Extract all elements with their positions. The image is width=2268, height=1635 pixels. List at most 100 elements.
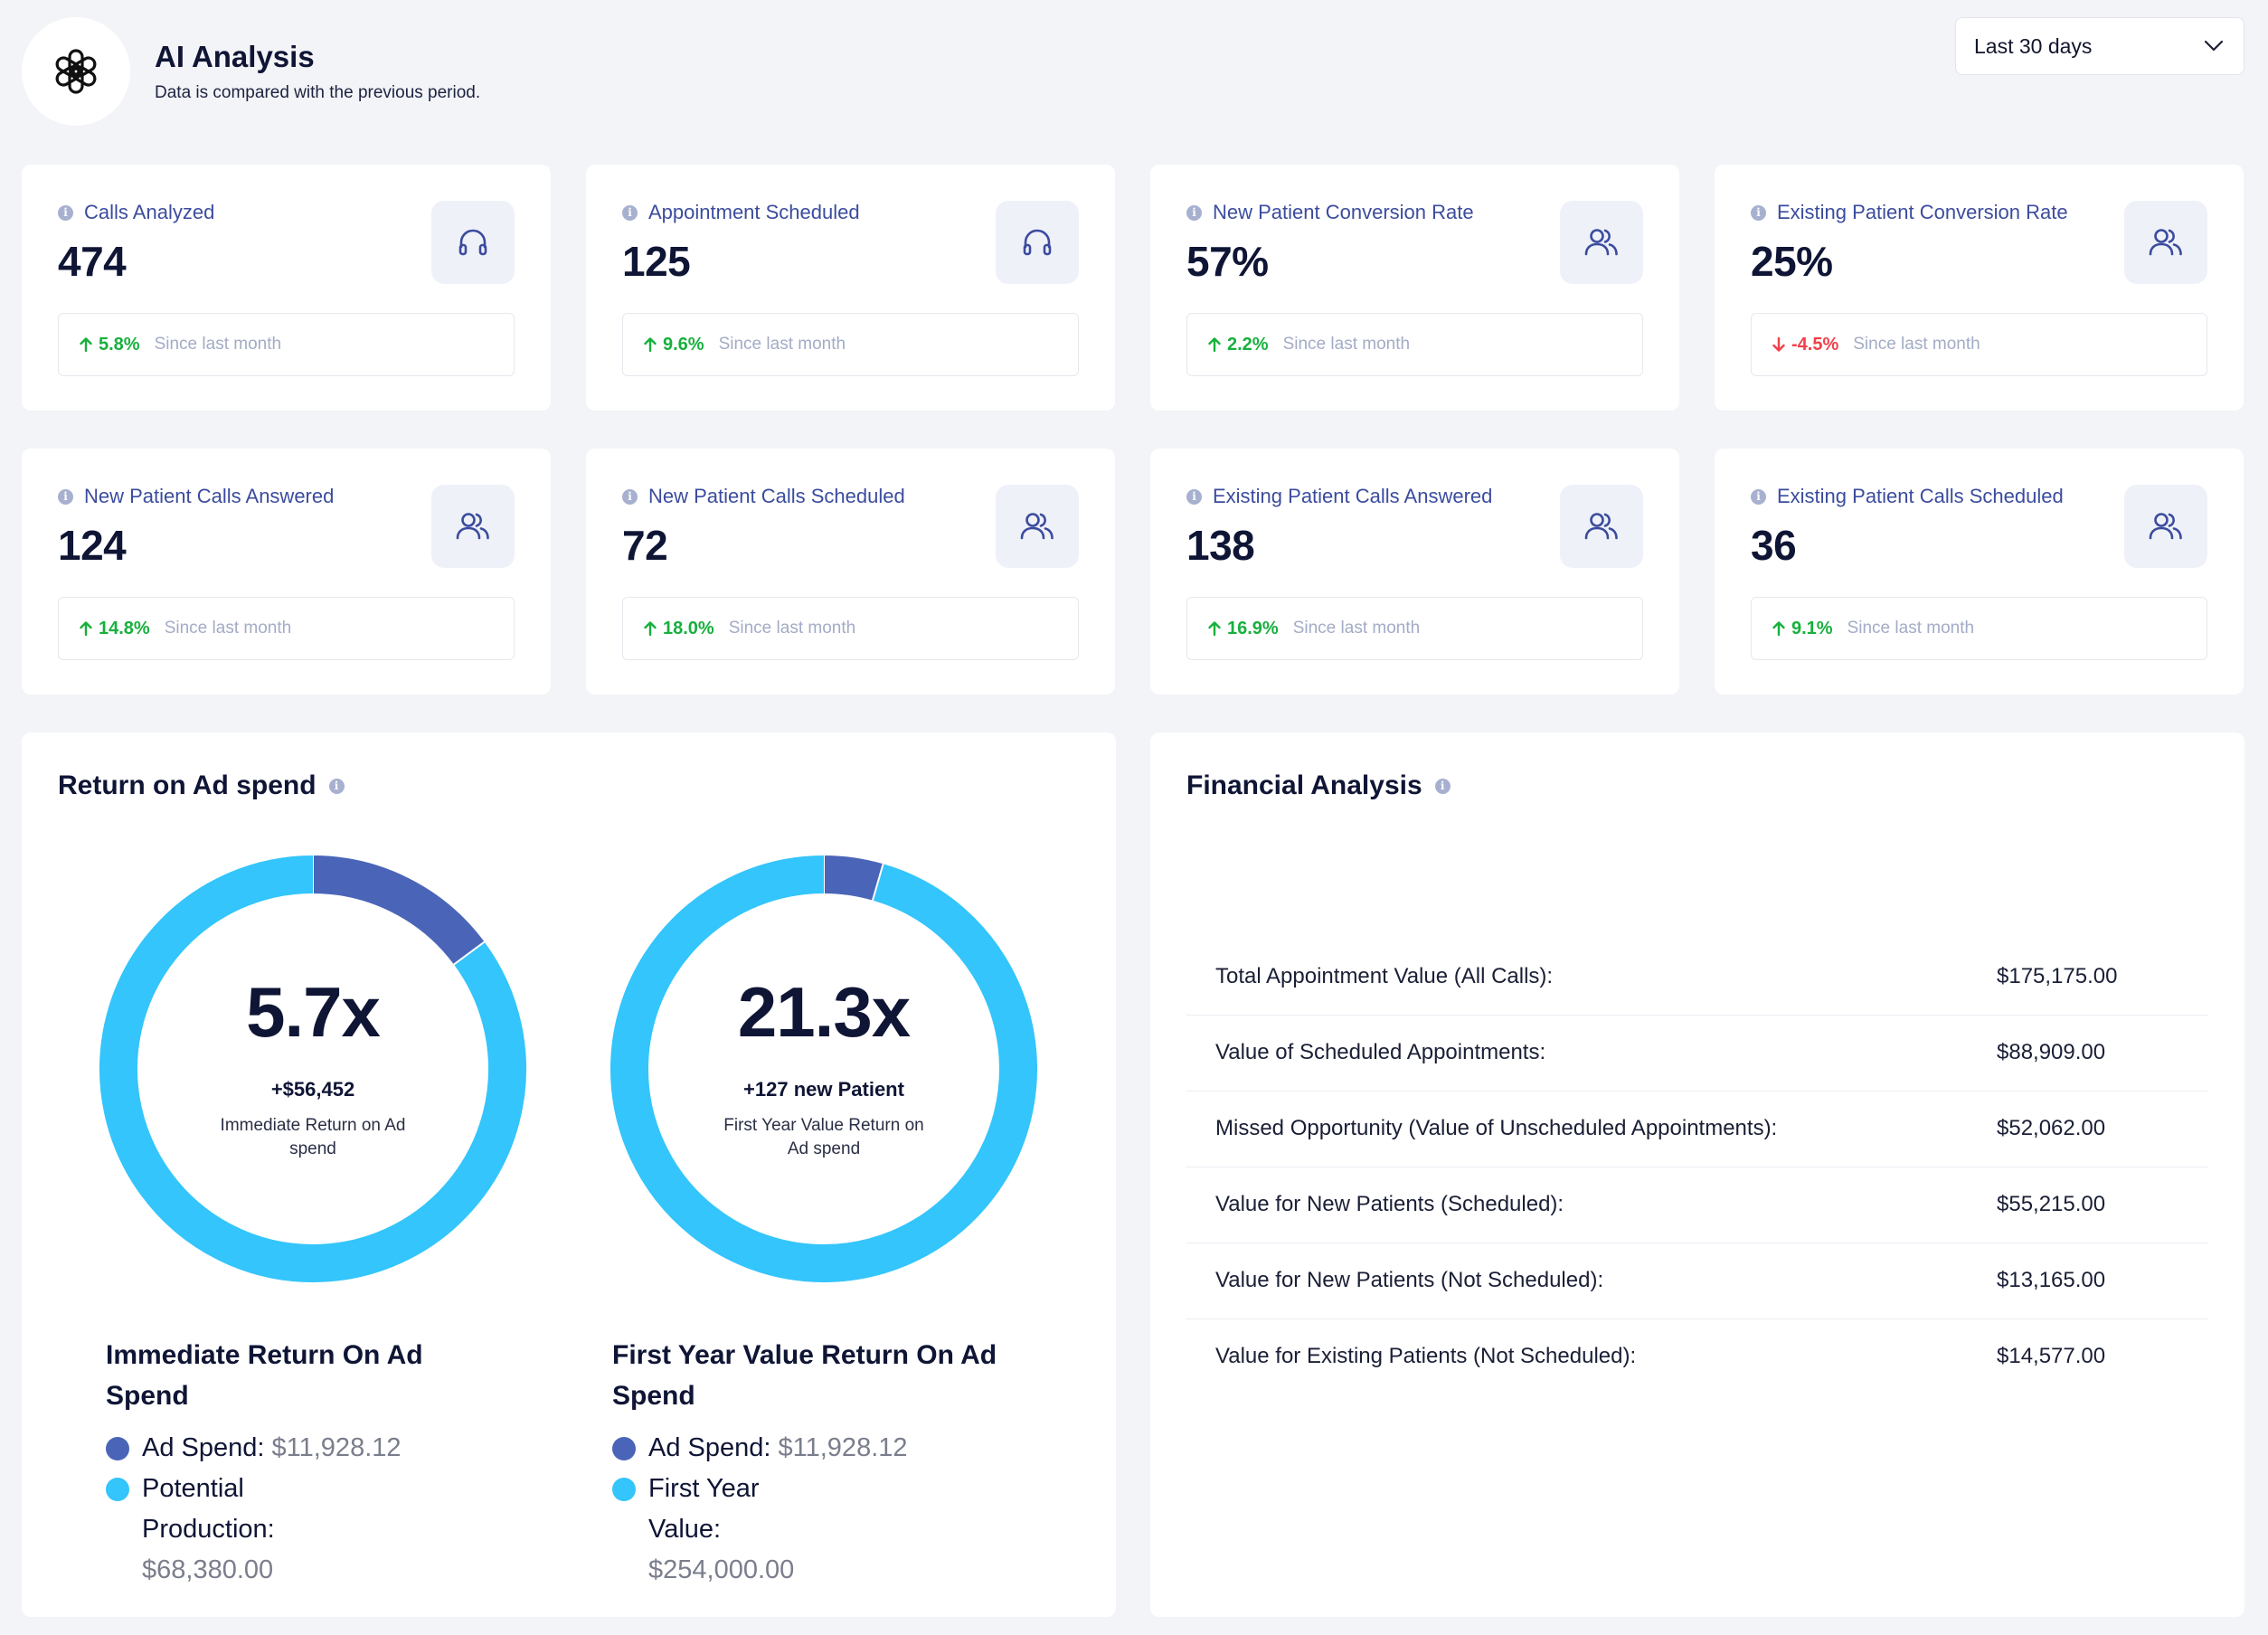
first-year-roas-slice-separator (871, 864, 884, 901)
first-year-roas-donut: 21.3x +127 new Patient First Year Value … (607, 852, 1041, 1286)
stat-label: i Calls Analyzed (58, 201, 214, 224)
stat-trend: 2.2% Since last month (1186, 313, 1643, 376)
info-icon[interactable]: i (1434, 778, 1451, 794)
info-icon[interactable]: i (622, 204, 638, 221)
legend-item-first-year-value: First Year Value: $254,000.00 (612, 1469, 829, 1591)
legend-dot (612, 1478, 636, 1501)
arrow-down-icon (1772, 336, 1786, 353)
stat-label-text: New Patient Conversion Rate (1213, 201, 1474, 223)
first-year-roas-slice-ad-spend[interactable] (823, 855, 884, 901)
stat-delta: 14.8% (79, 619, 150, 639)
stat-delta-value: 14.8% (99, 618, 150, 638)
legend-label: Ad Spend: (142, 1433, 265, 1462)
stat-delta-value: 16.9% (1227, 618, 1279, 638)
financial-row-label: Value of Scheduled Appointments: (1215, 1040, 1546, 1064)
stat-trend: 9.6% Since last month (622, 313, 1079, 376)
stat-since: Since last month (1292, 619, 1421, 638)
stat-value: 124 (58, 522, 127, 569)
arrow-up-icon (643, 620, 657, 637)
stat-value: 36 (1751, 522, 1797, 569)
legend-value: $11,928.12 (778, 1433, 908, 1462)
stat-value: 72 (622, 522, 668, 569)
stat-label-text: Appointment Scheduled (648, 201, 860, 223)
legend-value: $68,380.00 (142, 1555, 274, 1584)
immediate-roas-chart (99, 855, 526, 1282)
stat-label-text: New Patient Calls Scheduled (648, 485, 905, 507)
financial-row-value: $55,215.00 (1997, 1192, 2106, 1216)
stat-delta: 18.0% (643, 619, 714, 639)
users-icon (1560, 201, 1643, 284)
immediate-roas-slice-separator (453, 940, 486, 966)
stat-since: Since last month (1847, 619, 1975, 638)
immediate-legend-title: Immediate Return On Ad Spend (106, 1340, 423, 1411)
stat-label-text: Existing Patient Conversion Rate (1777, 201, 2068, 223)
immediate-roas-multiplier: 5.7x (246, 972, 381, 1052)
stat-card: i Existing Patient Calls Answered 138 16.9%… (1150, 449, 1679, 695)
stat-card: i Existing Patient Conversion Rate 25% -4.5… (1715, 165, 2244, 411)
info-icon[interactable]: i (1751, 204, 1766, 221)
stat-trend: 5.8% Since last month (58, 313, 515, 376)
first-year-legend-title: First Year Value Return On Ad Spend (612, 1340, 997, 1411)
stat-delta: 16.9% (1207, 619, 1279, 639)
stat-label-text: Existing Patient Calls Scheduled (1777, 485, 2064, 507)
stat-since: Since last month (154, 335, 282, 354)
immediate-roas-slice-ad-spend[interactable] (312, 855, 485, 965)
period-select-value: Last 30 days (1974, 33, 2093, 58)
legend-value: $254,000.00 (648, 1555, 795, 1584)
table-row: Total Appointment Value (All Calls): $175… (1186, 939, 2208, 1015)
legend-label: Potential Production: (142, 1474, 275, 1544)
stat-label: i Appointment Scheduled (622, 201, 860, 224)
stat-trend: 16.9% Since last month (1186, 597, 1643, 660)
stat-label: i New Patient Calls Answered (58, 485, 334, 508)
financial-title-text: Financial Analysis (1186, 770, 1422, 800)
table-row: Value of Scheduled Appointments: $88,909.… (1186, 1015, 2208, 1091)
legend-dot (106, 1478, 129, 1501)
info-icon[interactable]: i (58, 488, 73, 505)
stat-delta-value: 2.2% (1227, 334, 1269, 354)
financial-row-label: Value for New Patients (Not Scheduled): (1215, 1268, 1604, 1292)
info-icon[interactable]: i (58, 204, 73, 221)
info-icon[interactable]: i (328, 778, 345, 794)
info-icon[interactable]: i (1186, 204, 1202, 221)
arrow-up-icon (643, 336, 657, 353)
info-icon[interactable]: i (1751, 488, 1766, 505)
legend-dot (612, 1437, 636, 1460)
info-icon[interactable]: i (622, 488, 638, 505)
period-select[interactable]: Last 30 days (1955, 17, 2244, 75)
table-row: Missed Opportunity (Value of Unscheduled… (1186, 1091, 2208, 1167)
legend-value: $11,928.12 (271, 1433, 402, 1462)
stat-label: i Existing Patient Calls Answered (1186, 485, 1492, 508)
stat-delta-value: 9.6% (663, 334, 704, 354)
stat-since: Since last month (1853, 335, 1980, 354)
stat-card: i New Patient Conversion Rate 57% 2.2% Since… (1150, 165, 1679, 411)
chevron-down-icon (2204, 40, 2224, 52)
row-divider (1186, 1318, 2208, 1319)
stat-delta-value: 5.8% (99, 334, 140, 354)
stat-card: i Calls Analyzed 474 5.8% Since last month (22, 165, 551, 411)
users-icon (2124, 201, 2207, 284)
stat-trend: 14.8% Since last month (58, 597, 515, 660)
immediate-roas-gain: +$56,452 (270, 1078, 355, 1101)
arrow-up-icon (79, 620, 93, 637)
financial-panel-title: Financial Analysis i (1186, 770, 1451, 801)
stat-trend: 9.1% Since last month (1751, 597, 2207, 660)
financial-row-label: Missed Opportunity (Value of Unscheduled… (1215, 1116, 1778, 1140)
stat-card: i New Patient Calls Scheduled 72 18.0% Since… (586, 449, 1115, 695)
legend-label: First Year Value: (648, 1474, 760, 1544)
financial-row-label: Value for Existing Patients (Not Schedul… (1215, 1344, 1637, 1368)
first-year-roas-slice-first-year-value[interactable] (610, 855, 1037, 1282)
info-icon[interactable]: i (1186, 488, 1202, 505)
openai-logo-icon (55, 49, 97, 94)
stat-since: Since last month (718, 335, 846, 354)
immediate-roas-slice-potential-production[interactable] (99, 855, 526, 1282)
financial-row-label: Total Appointment Value (All Calls): (1215, 964, 1554, 988)
stat-value: 138 (1186, 522, 1255, 569)
table-row: Value for Existing Patients (Not Schedul… (1186, 1318, 2208, 1394)
financial-row-label: Value for New Patients (Scheduled): (1215, 1192, 1564, 1216)
page-subtitle: Data is compared with the previous perio… (155, 83, 481, 102)
row-divider (1186, 1091, 2208, 1092)
headset-icon (431, 201, 515, 284)
stat-label-text: Calls Analyzed (84, 201, 215, 223)
legend-item-ad-spend: Ad Spend: $11,928.12 (106, 1428, 504, 1469)
stat-delta: 9.1% (1772, 619, 1833, 639)
